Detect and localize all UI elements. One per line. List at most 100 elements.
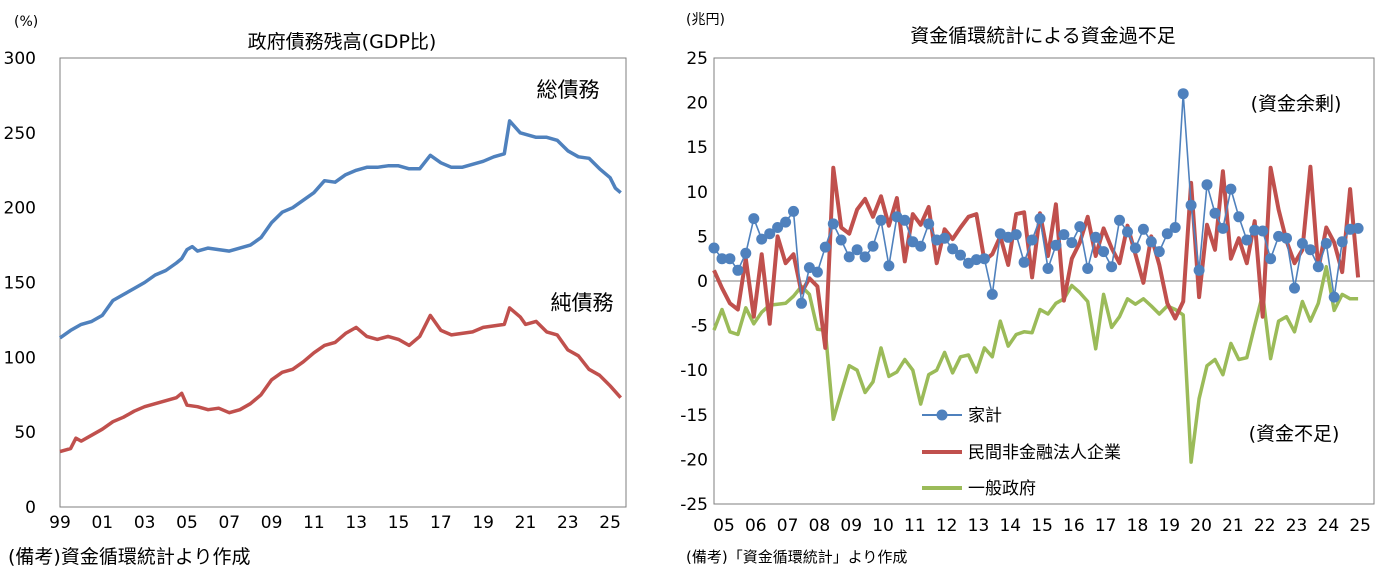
right-series-point [1161,228,1173,240]
left-series-line-1 [59,306,623,454]
right-series-point [851,244,863,256]
right-x-tick-label: 05 [713,516,735,536]
legend-marker-households [936,409,948,421]
left-x-tick-label: 09 [261,513,283,533]
right-series-point [843,251,855,263]
right-x-tick-label: 13 [968,516,990,536]
right-x-tick-label: 21 [1222,516,1244,536]
right-series-point [1082,263,1094,274]
right-x-ticks: 05 06 07 08 09 10 11 12 13 14 15 16 17 18 19 20 21 22 23 24… [713,516,1371,536]
right-series-group [708,88,1364,464]
left-chart-title: 政府債務残高(GDP比) [248,31,437,53]
right-series-point [780,216,792,228]
right-x-tick-label: 10 [872,516,894,536]
right-series-point [1042,263,1054,274]
right-series-point [875,214,887,226]
right-x-tick-label: 15 [1031,516,1053,536]
right-y-tick-label: 10 [686,183,708,203]
right-series-point [1145,236,1157,248]
left-x-tick-label: 21 [515,513,537,533]
right-series-point [1257,225,1269,237]
right-series-point [955,249,966,261]
right-series-point [1090,231,1102,243]
left-y-tick-label: 250 [4,124,36,144]
right-series-point [1010,229,1022,241]
right-series-point [788,205,799,217]
right-series-point [1289,282,1300,294]
right-x-tick-label: 25 [1349,516,1371,536]
left-x-tick-label: 11 [303,513,325,533]
left-y-tick-label: 200 [4,199,36,219]
right-series-point [1129,242,1141,254]
right-x-tick-label: 23 [1286,516,1308,536]
right-series-point [1336,236,1348,248]
right-series-point [923,218,935,230]
right-y-tick-label: -25 [680,495,708,515]
fund-flow-chart: (兆円) 資金循環統計による資金過不足 -25-20-15-10-5051015… [680,12,1375,566]
right-series-point [740,247,752,259]
right-series-point [1058,229,1070,241]
legend-label-households: 家計 [968,406,1002,426]
annotation-deficit: (資金不足) [1249,423,1340,445]
right-series-point [1320,238,1332,249]
legend-item-government: 一般政府 [922,479,1036,499]
right-x-tick-label: 12 [936,516,958,536]
left-series-group [58,119,623,454]
right-series-point [764,228,776,240]
left-y-tick-label: 100 [4,348,36,368]
right-series-point [1153,246,1165,258]
right-series-point [724,253,736,265]
right-series-point [803,262,815,274]
right-y-tick-label: 25 [686,49,708,69]
left-x-tick-label: 25 [599,513,621,533]
right-series-point [1344,223,1356,235]
right-series-point [1177,88,1189,100]
series-label-total-debt: 総債務 [537,78,600,102]
right-series-point [1304,244,1316,256]
left-x-tick-label: 23 [557,513,579,533]
right-y-tick-label: 15 [686,138,708,158]
right-series-point [835,234,847,246]
right-series-point [1209,207,1221,219]
right-series-point [1098,246,1110,258]
right-legend: 家計 民間非金融法人企業 一般政府 [922,406,1121,499]
left-unit-label: (%) [14,14,38,30]
left-x-tick-label: 07 [218,513,240,533]
right-x-tick-label: 09 [840,516,862,536]
right-series-point [986,288,998,300]
right-x-tick-label: 18 [1127,516,1149,536]
left-source-note: (備考)資金循環統計より作成 [8,546,250,568]
right-series-point [1312,261,1324,273]
right-series-point [1122,226,1133,238]
right-unit-label: (兆円) [686,12,725,28]
left-x-tick-label: 03 [134,513,156,533]
right-series-point [1233,211,1245,223]
series-label-net-debt: 純債務 [551,291,614,315]
right-series-point [1066,237,1078,249]
right-series-point [1296,238,1308,249]
right-series-point [1169,222,1181,233]
right-x-tick-label: 07 [777,516,799,536]
left-y-tick-label: 150 [4,274,36,294]
left-x-tick-label: 05 [176,513,198,533]
right-source-note: (備考)「資金循環統計」より作成 [686,548,907,566]
right-series-point [899,214,911,226]
right-series-point [1137,223,1149,235]
left-series-line-0 [58,119,622,340]
right-y-tick-label: 5 [697,227,708,247]
right-y-tick-label: -15 [680,406,708,426]
right-x-tick-label: 14 [999,516,1021,536]
right-series-point [1185,199,1197,211]
left-x-tick-label: 17 [430,513,452,533]
right-series-point [978,253,990,265]
left-y-tick-label: 50 [14,423,36,443]
left-x-tick-label: 99 [49,513,71,533]
right-series-point [772,222,784,233]
right-series-point [1352,222,1364,234]
right-series-point [756,233,768,245]
right-y-tick-label: 20 [686,94,708,114]
right-series-point [1225,183,1237,195]
right-series-point [819,241,831,253]
right-y-tick-label: 0 [697,272,708,292]
